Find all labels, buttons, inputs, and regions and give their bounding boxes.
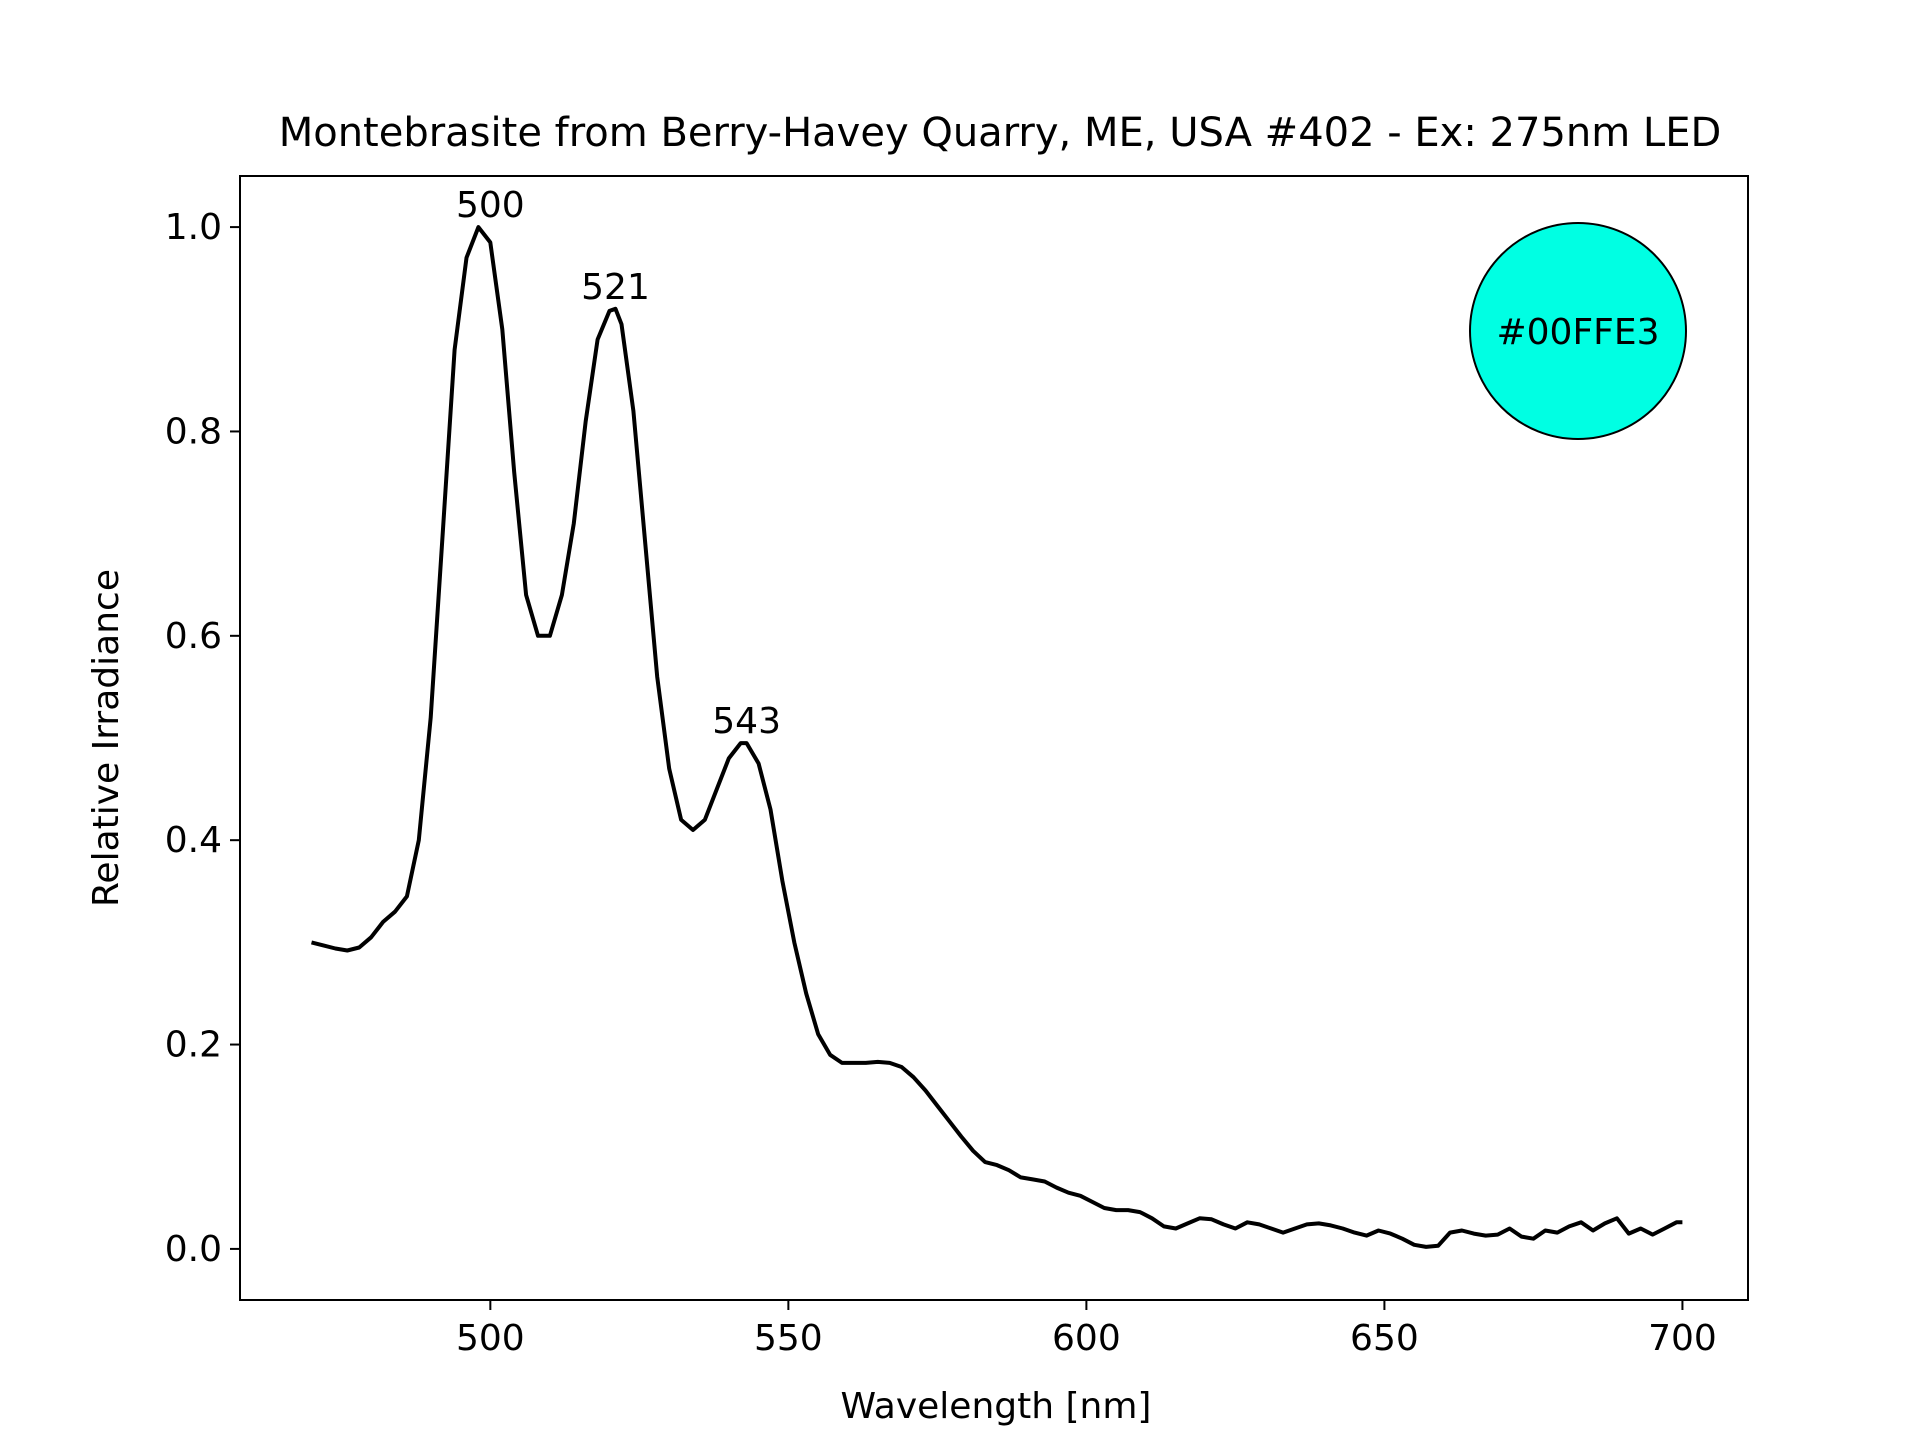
x-tick-label: 700 bbox=[1648, 1318, 1717, 1359]
x-tick-label: 550 bbox=[754, 1318, 823, 1359]
peak-label: 521 bbox=[581, 267, 650, 308]
x-axis: 500 550 600 650 700 bbox=[456, 1300, 1717, 1359]
chart-title: Montebrasite from Berry-Havey Quarry, ME… bbox=[279, 110, 1722, 156]
x-axis-label: Wavelength [nm] bbox=[841, 1386, 1152, 1427]
color-swatch bbox=[1469, 222, 1687, 440]
y-tick-label: 0.8 bbox=[165, 411, 222, 452]
y-axis-label: Relative Irradiance bbox=[86, 569, 127, 907]
peak-label: 500 bbox=[456, 185, 525, 226]
y-tick-label: 0.6 bbox=[165, 616, 222, 657]
y-tick-label: 1.0 bbox=[165, 207, 222, 248]
peak-annotations: 500 521 543 bbox=[456, 185, 781, 742]
x-tick-label: 600 bbox=[1052, 1318, 1121, 1359]
peak-label: 543 bbox=[712, 701, 781, 742]
y-tick-label: 0.4 bbox=[165, 820, 222, 861]
plot-frame bbox=[239, 175, 1749, 1301]
y-tick-label: 0.0 bbox=[165, 1229, 222, 1270]
x-tick-label: 500 bbox=[456, 1318, 525, 1359]
y-tick-label: 0.2 bbox=[165, 1025, 222, 1066]
color-swatch-label: #00FFE3 bbox=[1496, 312, 1659, 353]
x-tick-label: 650 bbox=[1350, 1318, 1419, 1359]
y-axis: 0.0 0.2 0.4 0.6 0.8 1.0 bbox=[165, 207, 240, 1270]
series-line bbox=[311, 225, 1683, 1249]
